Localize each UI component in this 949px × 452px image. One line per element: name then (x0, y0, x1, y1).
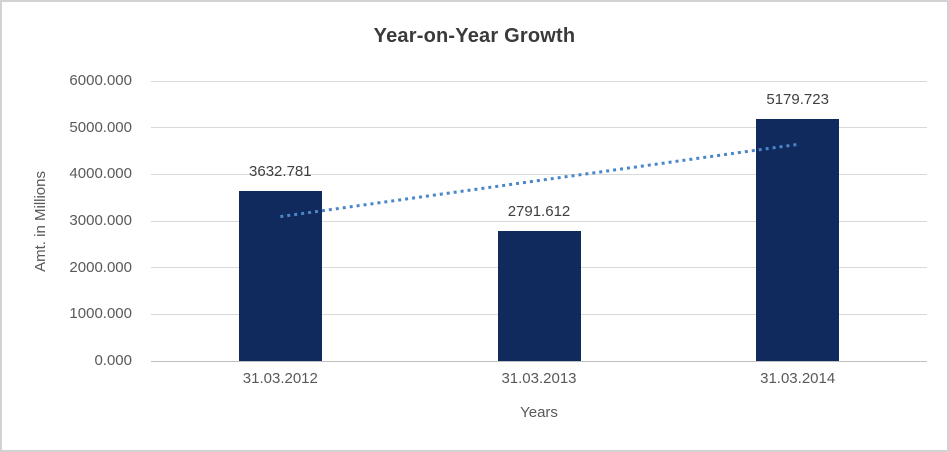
y-tick-label: 1000.000 (69, 305, 132, 323)
y-tick-label: 4000.000 (69, 165, 132, 183)
y-tick-label: 6000.000 (69, 72, 132, 89)
y-tick-label: 3000.000 (69, 212, 132, 229)
x-axis-title: Years (520, 404, 558, 421)
y-axis-ticks: 0.000 1000.000 2000.000 3000.000 4000.000 500… (2, 72, 132, 369)
bar-data-label: 5179.723 (766, 91, 829, 109)
bar-data-label: 2791.612 (507, 202, 571, 220)
bar (756, 119, 840, 361)
y-tick-label: 0.000 (94, 352, 132, 369)
x-tick-label: 31.03.2014 (760, 370, 836, 387)
y-tick-label: 2000.000 (69, 258, 132, 276)
gridline (151, 127, 927, 129)
bar (238, 191, 322, 361)
y-tick-label: 5000.000 (69, 118, 132, 136)
x-tick-label: 31.03.2013 (501, 370, 577, 387)
plot-area: 3632.781 2791.612 5179.723 (151, 80, 927, 362)
chart-title: Year-on-Year Growth (373, 25, 576, 47)
gridline (151, 80, 927, 82)
bar (497, 230, 581, 361)
x-tick-label: 31.03.2012 (242, 370, 318, 387)
x-axis-ticks: 31.03.2012 31.03.2013 31.03.2014 (151, 369, 927, 389)
x-axis-line (151, 360, 927, 362)
gridline (151, 220, 927, 222)
bar-data-label: 3632.781 (249, 163, 312, 181)
